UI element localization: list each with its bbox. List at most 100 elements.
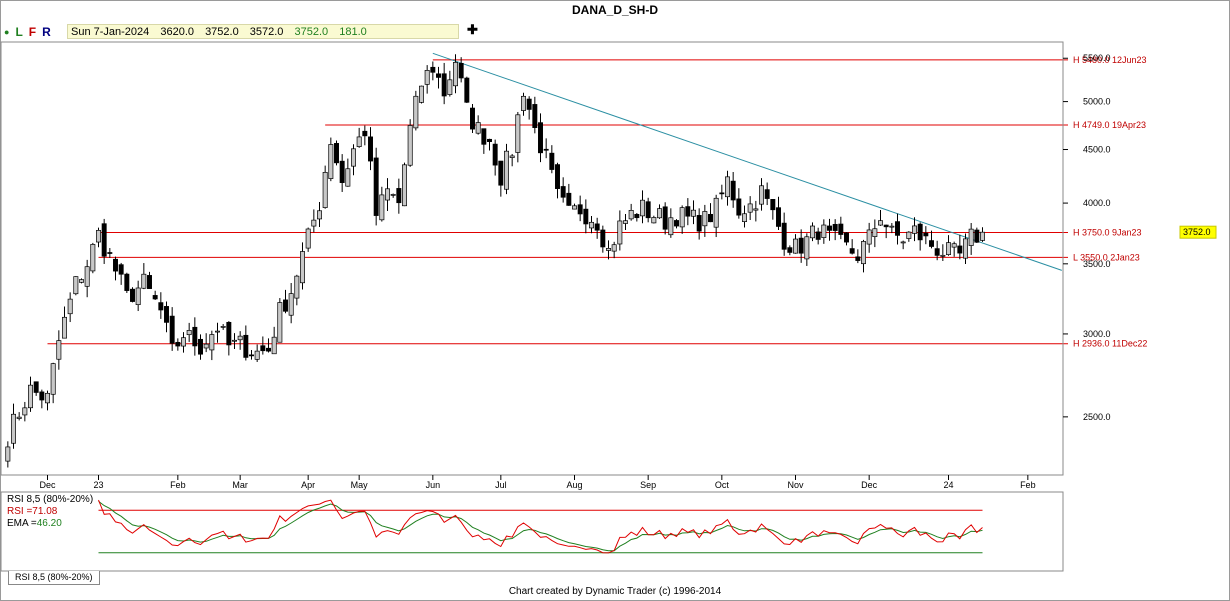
candle-body bbox=[152, 295, 158, 300]
candle-body bbox=[532, 104, 538, 128]
candle-body bbox=[793, 238, 798, 254]
candle-body bbox=[430, 66, 436, 73]
l-button[interactable]: L bbox=[15, 24, 23, 39]
candle-body bbox=[101, 223, 107, 257]
candle-body bbox=[662, 206, 668, 230]
f-button[interactable]: F bbox=[28, 24, 37, 39]
candle-body bbox=[674, 220, 679, 227]
candle-body bbox=[923, 232, 929, 237]
rsi-value: 71.08 bbox=[32, 506, 58, 517]
candle-body bbox=[702, 211, 708, 227]
crosshair-icon[interactable]: ✚ bbox=[467, 22, 478, 37]
candle-body bbox=[300, 251, 305, 284]
x-tick-label: Feb bbox=[170, 480, 186, 490]
candle-body bbox=[787, 247, 793, 253]
status-dot-icon: ● bbox=[4, 26, 10, 37]
ema-readout: EMA =46.20 bbox=[7, 518, 93, 530]
candle-body bbox=[549, 152, 555, 170]
y-tick-label: 4500.0 bbox=[1083, 145, 1111, 155]
level-label: H 4749.0 19Apr23 bbox=[1073, 120, 1146, 130]
candle-body bbox=[169, 315, 175, 344]
candle-body bbox=[436, 73, 441, 78]
candle-body bbox=[719, 192, 725, 195]
candle-body bbox=[543, 148, 549, 151]
candle-body bbox=[606, 248, 611, 251]
candle-body bbox=[237, 335, 243, 341]
candle-body bbox=[390, 194, 396, 196]
y-tick-label: 5500.0 bbox=[1083, 53, 1111, 63]
candle-body bbox=[844, 232, 849, 243]
candle-body bbox=[249, 354, 254, 357]
candle-body bbox=[883, 224, 889, 228]
candle-body bbox=[900, 241, 906, 244]
candle-body bbox=[498, 160, 504, 186]
ohlc-high: 3752.0 bbox=[205, 26, 239, 38]
candle-body bbox=[396, 188, 402, 204]
rsi-plot-frame bbox=[0, 491, 1064, 572]
ohlc-close: 3752.0 bbox=[294, 26, 329, 38]
trendline bbox=[432, 52, 1062, 271]
candle-body bbox=[447, 79, 453, 95]
candle-body bbox=[492, 143, 498, 166]
x-tick-label: Jun bbox=[426, 480, 441, 490]
candle-body bbox=[84, 266, 90, 287]
x-tick-label: Sep bbox=[640, 480, 656, 490]
candle-body bbox=[328, 144, 334, 179]
candle-body bbox=[770, 199, 776, 211]
candle-body bbox=[11, 413, 16, 444]
x-tick-label: Feb bbox=[1020, 480, 1036, 490]
candle-body bbox=[974, 229, 980, 243]
candle-body bbox=[521, 95, 526, 111]
level-label: L 3550.0 2Jan23 bbox=[1073, 252, 1140, 262]
candle-body bbox=[232, 339, 237, 342]
price-plot-frame bbox=[0, 41, 1064, 476]
rsi-series-line bbox=[98, 499, 983, 554]
candle-body bbox=[657, 208, 662, 219]
toolbar: ● L F R bbox=[4, 24, 51, 39]
candle-body bbox=[645, 201, 651, 219]
candle-body bbox=[407, 125, 413, 166]
candle-body bbox=[968, 228, 974, 246]
candle-body bbox=[175, 341, 181, 347]
candle-body bbox=[725, 176, 730, 198]
candle-body bbox=[589, 221, 594, 229]
candle-body bbox=[288, 293, 294, 316]
candle-body bbox=[878, 220, 883, 226]
candle-body bbox=[16, 416, 22, 419]
rsi-label: RSI = bbox=[7, 506, 33, 517]
candle-body bbox=[963, 238, 968, 259]
candle-body bbox=[305, 228, 311, 249]
candle-body bbox=[373, 157, 379, 216]
ohlc-date: Sun 7-Jan-2024 bbox=[71, 26, 150, 38]
ema-value: 46.20 bbox=[36, 518, 62, 529]
r-button[interactable]: R bbox=[42, 24, 51, 39]
candle-body bbox=[113, 258, 118, 272]
candle-body bbox=[798, 237, 804, 254]
credit-text: Chart created by Dynamic Trader (c) 1996… bbox=[508, 586, 722, 597]
candle-body bbox=[713, 197, 719, 228]
candle-body bbox=[753, 208, 759, 211]
candle-body bbox=[481, 128, 487, 145]
candle-body bbox=[555, 164, 560, 189]
candle-body bbox=[946, 242, 951, 255]
candle-body bbox=[79, 279, 84, 283]
candle-body bbox=[515, 114, 521, 153]
rsi-tab[interactable]: RSI 8,5 (80%-20%) bbox=[8, 571, 100, 585]
candle-body bbox=[385, 188, 390, 201]
candle-body bbox=[141, 273, 147, 289]
y-tick-label: 2500.0 bbox=[1083, 412, 1111, 422]
candle-body bbox=[776, 207, 781, 227]
candle-body bbox=[872, 228, 878, 237]
last-price-box bbox=[1179, 225, 1217, 239]
candle-body bbox=[158, 302, 164, 311]
candle-body bbox=[668, 217, 674, 236]
candle-body bbox=[951, 243, 957, 248]
candle-body bbox=[815, 231, 821, 240]
ohlc-low: 3572.0 bbox=[249, 26, 284, 38]
candle-body bbox=[334, 143, 339, 164]
candle-body bbox=[118, 264, 124, 275]
candle-body bbox=[424, 70, 430, 85]
candle-body bbox=[736, 198, 742, 216]
candle-body bbox=[781, 222, 787, 250]
